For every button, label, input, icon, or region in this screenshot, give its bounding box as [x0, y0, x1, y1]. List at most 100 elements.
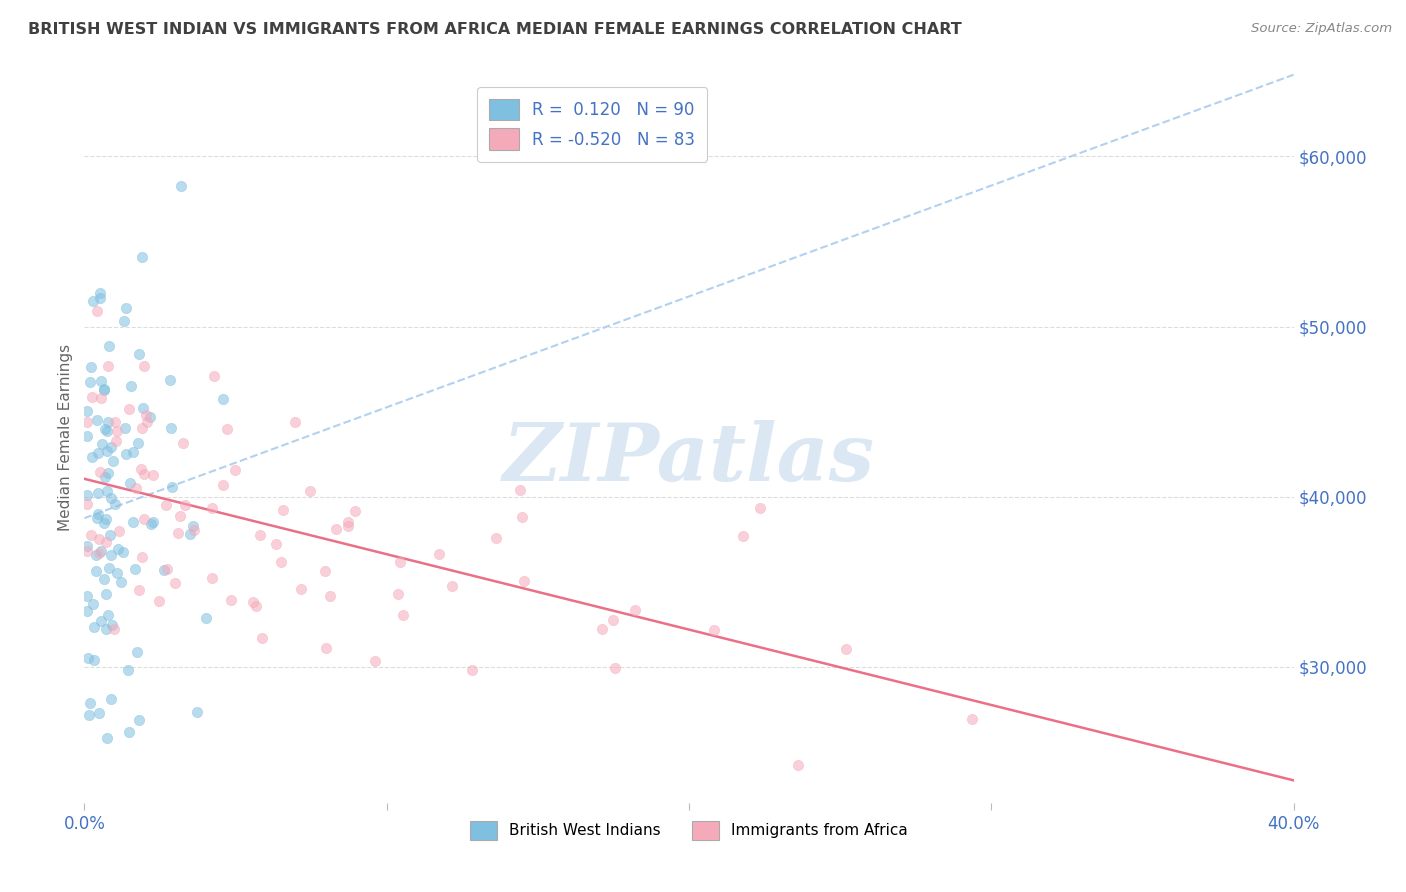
Point [148, 594, 170, 608]
Text: ZIPatlas: ZIPatlas [503, 420, 875, 498]
Point [131, 251, 153, 265]
Point [89, 532, 111, 546]
Point [86, 413, 108, 427]
Point [336, 518, 359, 533]
Point [733, 529, 755, 543]
Point [131, 462, 153, 476]
Point [90, 391, 112, 405]
Point [84, 564, 107, 578]
Point [315, 640, 337, 655]
Point [159, 372, 181, 386]
Point [219, 593, 242, 607]
Point [93, 469, 115, 483]
Point [114, 301, 136, 315]
Point [114, 421, 136, 435]
Point [748, 500, 770, 515]
Point [211, 478, 233, 492]
Point [108, 524, 131, 538]
Point [139, 410, 162, 425]
Point [834, 641, 856, 656]
Point [155, 498, 177, 512]
Point [97, 359, 120, 373]
Point [156, 562, 179, 576]
Point [96, 587, 118, 601]
Point [103, 453, 125, 467]
Point [89, 291, 111, 305]
Point [76, 589, 98, 603]
Point [93, 382, 115, 396]
Point [96, 484, 118, 499]
Point [76, 428, 98, 442]
Point [98, 527, 121, 541]
Point [112, 545, 135, 559]
Point [104, 497, 127, 511]
Point [387, 587, 409, 601]
Point [76, 604, 98, 618]
Point [201, 501, 224, 516]
Point [100, 491, 122, 505]
Point [76, 539, 98, 553]
Point [336, 516, 359, 530]
Point [79, 375, 101, 389]
Point [80, 528, 103, 542]
Point [104, 415, 127, 429]
Point [290, 582, 312, 597]
Point [245, 599, 267, 613]
Point [211, 392, 233, 406]
Point [117, 663, 139, 677]
Point [624, 603, 647, 617]
Point [513, 574, 536, 588]
Point [96, 444, 118, 458]
Point [603, 661, 626, 675]
Point [107, 542, 129, 557]
Point [512, 510, 534, 524]
Point [142, 515, 165, 529]
Point [125, 481, 148, 495]
Point [179, 526, 201, 541]
Point [160, 421, 183, 435]
Point [76, 415, 98, 429]
Point [284, 415, 307, 429]
Y-axis label: Median Female Earnings: Median Female Earnings [58, 343, 73, 531]
Point [344, 504, 367, 518]
Point [202, 369, 225, 384]
Point [122, 444, 145, 458]
Point [169, 509, 191, 524]
Point [131, 421, 153, 435]
Point [128, 347, 150, 361]
Point [194, 610, 217, 624]
Point [134, 512, 156, 526]
Point [103, 623, 125, 637]
Point [89, 465, 111, 479]
Point [264, 537, 287, 551]
Point [181, 519, 204, 533]
Point [142, 468, 165, 483]
Point [271, 503, 294, 517]
Point [427, 547, 450, 561]
Point [118, 401, 141, 416]
Point [90, 437, 112, 451]
Point [136, 416, 159, 430]
Point [124, 562, 146, 576]
Point [96, 512, 118, 526]
Point [252, 632, 274, 646]
Point [201, 571, 224, 585]
Point [83, 653, 105, 667]
Point [100, 441, 122, 455]
Point [76, 488, 98, 502]
Point [364, 654, 387, 668]
Point [96, 608, 118, 623]
Point [97, 561, 120, 575]
Point [120, 475, 142, 490]
Point [87, 507, 110, 521]
Text: Source: ZipAtlas.com: Source: ZipAtlas.com [1251, 22, 1392, 36]
Point [79, 696, 101, 710]
Point [83, 620, 105, 634]
Point [461, 663, 484, 677]
Legend: British West Indians, Immigrants from Africa: British West Indians, Immigrants from Af… [464, 814, 914, 847]
Point [152, 563, 174, 577]
Point [703, 623, 725, 637]
Point [93, 384, 115, 398]
Point [128, 713, 150, 727]
Point [509, 483, 531, 497]
